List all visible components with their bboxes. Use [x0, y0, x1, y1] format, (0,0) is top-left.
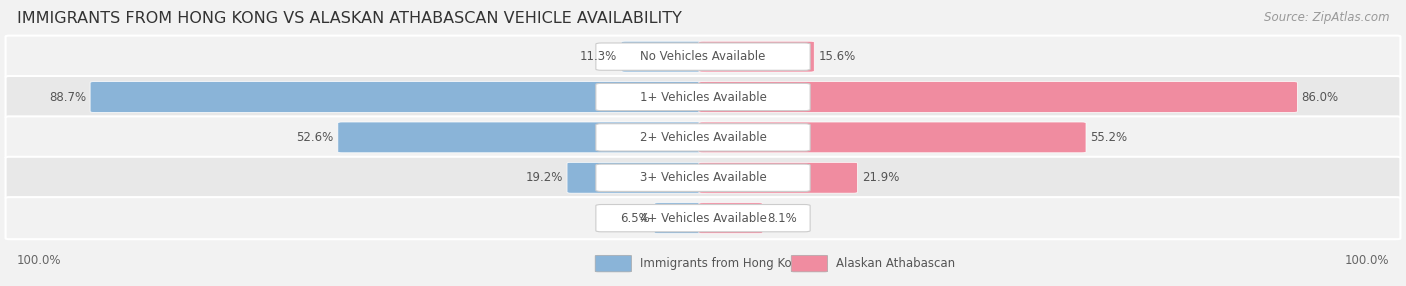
Text: 19.2%: 19.2%: [526, 171, 562, 184]
FancyBboxPatch shape: [621, 41, 707, 72]
Text: 100.0%: 100.0%: [1344, 254, 1389, 267]
FancyBboxPatch shape: [699, 162, 858, 193]
FancyBboxPatch shape: [596, 83, 810, 111]
FancyBboxPatch shape: [337, 122, 707, 153]
Text: No Vehicles Available: No Vehicles Available: [640, 50, 766, 63]
Text: Immigrants from Hong Kong: Immigrants from Hong Kong: [640, 257, 807, 270]
Text: 88.7%: 88.7%: [49, 90, 86, 104]
FancyBboxPatch shape: [6, 197, 1400, 239]
FancyBboxPatch shape: [596, 124, 810, 151]
FancyBboxPatch shape: [654, 203, 707, 234]
Text: 21.9%: 21.9%: [862, 171, 898, 184]
FancyBboxPatch shape: [595, 255, 631, 272]
Text: 100.0%: 100.0%: [17, 254, 62, 267]
Text: 2+ Vehicles Available: 2+ Vehicles Available: [640, 131, 766, 144]
FancyBboxPatch shape: [792, 255, 828, 272]
Text: 86.0%: 86.0%: [1302, 90, 1339, 104]
FancyBboxPatch shape: [596, 43, 810, 70]
FancyBboxPatch shape: [699, 122, 1085, 153]
FancyBboxPatch shape: [567, 162, 707, 193]
FancyBboxPatch shape: [699, 203, 763, 234]
Text: 8.1%: 8.1%: [768, 212, 797, 225]
FancyBboxPatch shape: [6, 157, 1400, 199]
Text: 11.3%: 11.3%: [579, 50, 617, 63]
Text: 3+ Vehicles Available: 3+ Vehicles Available: [640, 171, 766, 184]
Text: Source: ZipAtlas.com: Source: ZipAtlas.com: [1264, 11, 1389, 24]
FancyBboxPatch shape: [699, 82, 1298, 112]
FancyBboxPatch shape: [699, 41, 814, 72]
Text: 1+ Vehicles Available: 1+ Vehicles Available: [640, 90, 766, 104]
Text: Alaskan Athabascan: Alaskan Athabascan: [837, 257, 955, 270]
Text: 4+ Vehicles Available: 4+ Vehicles Available: [640, 212, 766, 225]
Text: 15.6%: 15.6%: [818, 50, 856, 63]
FancyBboxPatch shape: [6, 116, 1400, 158]
Text: IMMIGRANTS FROM HONG KONG VS ALASKAN ATHABASCAN VEHICLE AVAILABILITY: IMMIGRANTS FROM HONG KONG VS ALASKAN ATH…: [17, 11, 682, 26]
FancyBboxPatch shape: [6, 76, 1400, 118]
Text: 55.2%: 55.2%: [1090, 131, 1128, 144]
FancyBboxPatch shape: [596, 204, 810, 232]
Text: 6.5%: 6.5%: [620, 212, 650, 225]
FancyBboxPatch shape: [596, 164, 810, 191]
FancyBboxPatch shape: [90, 82, 707, 112]
Text: 52.6%: 52.6%: [297, 131, 333, 144]
FancyBboxPatch shape: [6, 35, 1400, 78]
